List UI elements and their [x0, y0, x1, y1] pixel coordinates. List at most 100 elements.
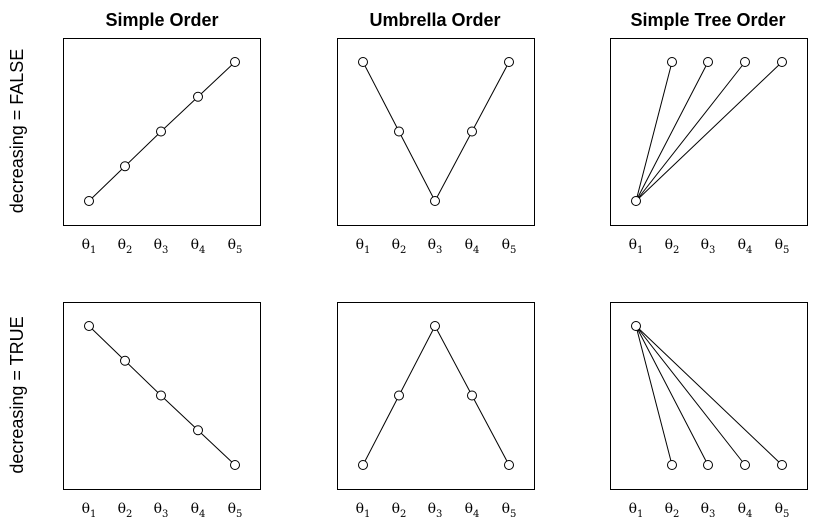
theta-symbol: θ [154, 237, 162, 253]
theta-symbol: θ [392, 501, 400, 517]
tick-label-theta-3: θ3 [701, 237, 716, 256]
theta-symbol: θ [465, 237, 473, 253]
tick-label-theta-5: θ5 [775, 237, 790, 256]
order-edge [160, 96, 199, 132]
theta-subscript: 4 [473, 245, 479, 256]
order-edge [635, 325, 673, 466]
theta-subscript: 4 [199, 509, 205, 520]
order-edge [434, 131, 473, 202]
theta-subscript: 1 [90, 509, 96, 520]
order-edge [635, 61, 673, 202]
theta-symbol: θ [629, 501, 637, 517]
theta-subscript: 5 [783, 509, 789, 520]
panel-frame [610, 38, 808, 226]
tick-label-theta-3: θ3 [154, 237, 169, 256]
theta-subscript: 5 [510, 245, 516, 256]
theta-symbol: θ [228, 501, 236, 517]
tick-label-theta-2: θ2 [118, 501, 133, 520]
theta-node-5 [777, 57, 787, 67]
theta-subscript: 3 [162, 509, 168, 520]
theta-node-2 [120, 355, 130, 366]
tick-label-theta-4: θ4 [191, 501, 206, 520]
tick-label-theta-5: θ5 [228, 237, 243, 256]
order-edge [635, 61, 709, 202]
theta-subscript: 4 [199, 245, 205, 256]
tick-label-theta-3: θ3 [154, 501, 169, 520]
order-edge [398, 131, 436, 202]
panel-frame [337, 302, 535, 490]
theta-subscript: 3 [436, 509, 442, 520]
theta-symbol: θ [356, 501, 364, 517]
order-edge [124, 360, 162, 396]
panel-frame [63, 38, 261, 226]
theta-node-3 [156, 390, 166, 401]
panel-umbrella-true: θ1 θ2 θ3 θ4 θ5 [337, 302, 535, 520]
order-edge [197, 61, 236, 98]
tick-label-theta-4: θ4 [738, 501, 753, 520]
theta-symbol: θ [665, 237, 673, 253]
theta-node-1 [358, 57, 368, 67]
tick-label-theta-5: θ5 [775, 501, 790, 520]
order-edge [88, 325, 126, 362]
panel-frame [610, 302, 808, 490]
tick-label-theta-5: θ5 [502, 501, 517, 520]
theta-symbol: θ [738, 501, 746, 517]
panel-frame [337, 38, 535, 226]
theta-node-3 [703, 57, 713, 67]
theta-subscript: 3 [436, 245, 442, 256]
theta-subscript: 2 [400, 245, 406, 256]
order-edge [398, 325, 436, 396]
tick-label-theta-1: θ1 [82, 501, 97, 520]
theta-node-2 [120, 161, 130, 172]
theta-subscript: 2 [673, 509, 679, 520]
tick-label-theta-1: θ1 [356, 501, 371, 520]
theta-subscript: 1 [90, 245, 96, 256]
theta-symbol: θ [154, 501, 162, 517]
theta-symbol: θ [629, 237, 637, 253]
panel-simple-true: θ1 θ2 θ3 θ4 θ5 [63, 302, 261, 520]
theta-subscript: 3 [162, 245, 168, 256]
theta-node-3 [156, 126, 166, 137]
theta-node-5 [777, 460, 787, 470]
theta-node-4 [740, 460, 750, 470]
order-edge [362, 61, 400, 132]
order-edge [362, 395, 400, 466]
theta-node-1 [84, 321, 94, 331]
tick-label-theta-1: θ1 [356, 237, 371, 256]
panel-frame [63, 302, 261, 490]
theta-symbol: θ [82, 501, 90, 517]
tick-label-theta-2: θ2 [392, 237, 407, 256]
theta-symbol: θ [428, 237, 436, 253]
theta-symbol: θ [738, 237, 746, 253]
tick-label-theta-3: θ3 [701, 501, 716, 520]
theta-symbol: θ [502, 237, 510, 253]
theta-symbol: θ [392, 237, 400, 253]
theta-subscript: 3 [709, 509, 715, 520]
theta-node-2 [394, 390, 404, 401]
theta-node-1 [631, 321, 641, 331]
tick-label-theta-1: θ1 [82, 237, 97, 256]
col-title-simple-tree-order: Simple Tree Order [630, 10, 785, 30]
tick-label-theta-2: θ2 [392, 501, 407, 520]
theta-node-4 [467, 126, 477, 137]
theta-subscript: 3 [709, 245, 715, 256]
theta-subscript: 5 [510, 509, 516, 520]
theta-node-4 [193, 91, 203, 102]
theta-subscript: 1 [364, 245, 370, 256]
theta-node-2 [667, 57, 677, 67]
theta-symbol: θ [118, 501, 126, 517]
order-edge [635, 61, 746, 202]
theta-subscript: 4 [473, 509, 479, 520]
theta-symbol: θ [428, 501, 436, 517]
theta-node-4 [467, 390, 477, 401]
col-title-umbrella-order: Umbrella Order [369, 10, 500, 30]
theta-symbol: θ [118, 237, 126, 253]
theta-subscript: 2 [400, 509, 406, 520]
theta-subscript: 2 [673, 245, 679, 256]
panel-tree-false: θ1 θ2 θ3 θ4 θ5 [610, 38, 808, 256]
theta-node-4 [193, 425, 203, 436]
tick-label-theta-3: θ3 [428, 501, 443, 520]
order-edge [434, 325, 473, 396]
theta-node-2 [394, 126, 404, 137]
